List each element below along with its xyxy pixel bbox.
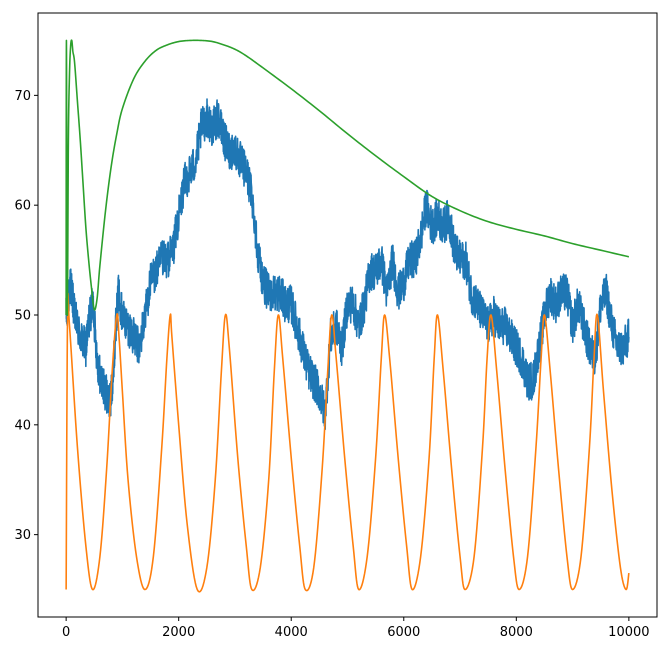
x-tick-label: 6000 [387,625,420,640]
series-line-3 [65,39,630,316]
series-line-1 [65,98,630,431]
x-tick-label: 10000 [608,625,649,640]
series-layer [65,39,630,593]
y-tick-label: 40 [14,418,31,433]
x-tick-label: 8000 [500,625,533,640]
series-line-2 [65,292,630,593]
y-tick-label: 70 [14,89,31,104]
y-tick-label: 50 [14,309,31,324]
y-axis: 30 40 50 60 70 [14,89,38,543]
x-tick-label: 2000 [162,625,195,640]
y-tick-label: 30 [14,528,31,543]
x-tick-label: 0 [62,625,70,640]
y-tick-label: 60 [14,199,31,214]
x-axis: 0 2000 4000 6000 8000 10000 [62,617,650,640]
x-tick-label: 4000 [275,625,308,640]
